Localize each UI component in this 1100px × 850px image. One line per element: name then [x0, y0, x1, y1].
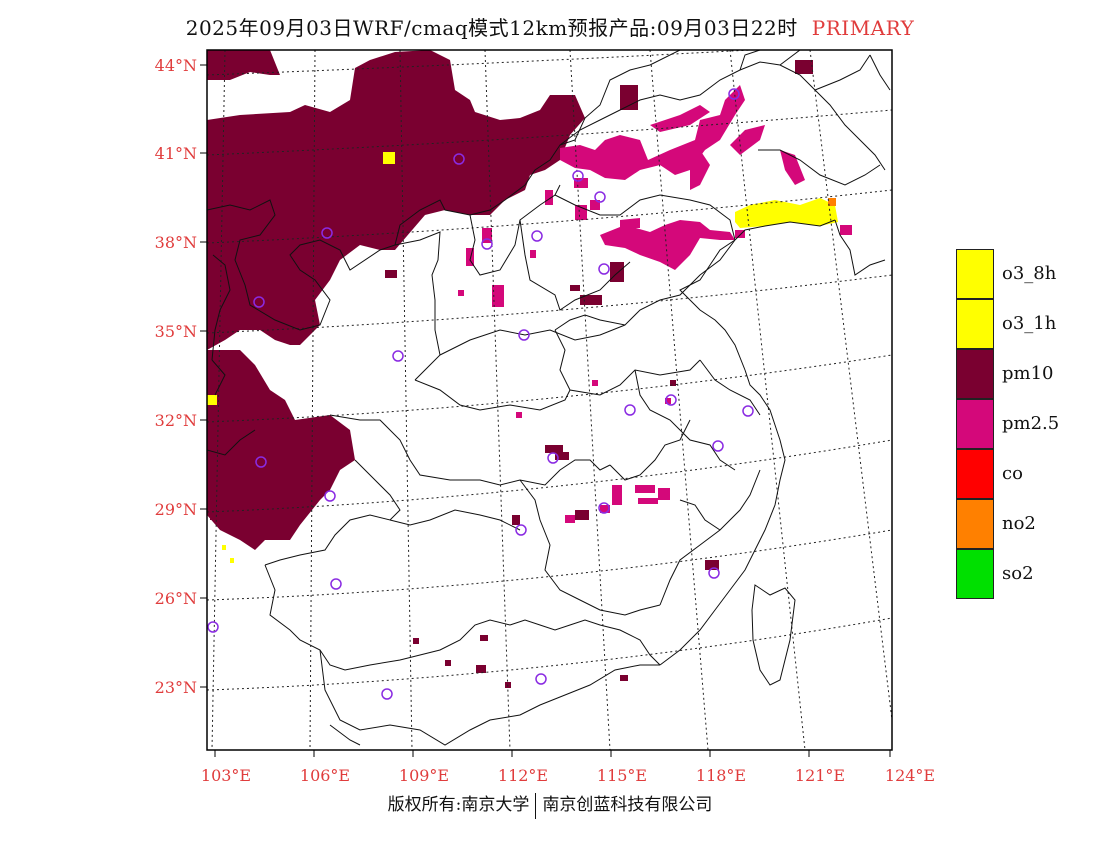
o3-area [207, 152, 838, 563]
lon-label-124e: 124°E [884, 766, 936, 785]
lon-label-109e: 109°E [398, 766, 450, 785]
pm25-area [458, 85, 852, 523]
legend-swatch-pm10 [956, 349, 994, 399]
lat-label-32n: 32°N [154, 411, 197, 430]
legend-label-o3-1h: o3_1h [1002, 313, 1057, 334]
legend-swatch-so2 [956, 549, 994, 599]
copyright-footer: 版权所有:南京大学 南京创蓝科技有限公司 [0, 790, 1100, 819]
footer-company: 南京创蓝科技有限公司 [542, 795, 713, 815]
legend-label-o3-8h: o3_8h [1002, 263, 1057, 284]
legend-swatch-pm25 [956, 399, 994, 449]
footer-divider [535, 792, 537, 819]
map-frame [206, 49, 893, 751]
lon-label-106e: 106°E [299, 766, 351, 785]
no2-spot [828, 198, 836, 206]
graticule [207, 50, 892, 750]
lat-label-26n: 26°N [154, 589, 197, 608]
legend-label-so2: so2 [1002, 563, 1034, 584]
axis-ticks [200, 64, 891, 757]
lat-label-38n: 38°N [154, 233, 197, 252]
footer-copyright: 版权所有:南京大学 [387, 795, 530, 815]
title-text: 2025年09月03日WRF/cmaq模式12km预报产品:09月03日22时 [185, 16, 798, 40]
legend-label-pm10: pm10 [1002, 363, 1054, 384]
legend-swatch-o3-8h [956, 249, 994, 299]
legend-label-no2: no2 [1002, 513, 1036, 534]
legend-swatch-no2 [956, 499, 994, 549]
lon-label-118e: 118°E [695, 766, 747, 785]
lon-label-115e: 115°E [596, 766, 648, 785]
legend-label-co: co [1002, 463, 1023, 484]
lon-label-121e: 121°E [794, 766, 846, 785]
boundaries [207, 50, 891, 746]
legend-label-pm25: pm2.5 [1002, 413, 1060, 434]
lat-label-35n: 35°N [154, 322, 197, 341]
lat-label-29n: 29°N [154, 500, 197, 519]
station-markers [207, 88, 754, 700]
legend-swatch-co [956, 449, 994, 499]
lon-label-103e: 103°E [200, 766, 252, 785]
lat-label-44n: 44°N [154, 56, 197, 75]
title-tag: PRIMARY [811, 16, 915, 40]
lat-label-41n: 41°N [154, 144, 197, 163]
legend-swatch-o3-1h [956, 299, 994, 349]
lat-label-23n: 23°N [154, 678, 197, 697]
lon-label-112e: 112°E [497, 766, 549, 785]
map-title: 2025年09月03日WRF/cmaq模式12km预报产品:09月03日22时 P… [0, 12, 1100, 41]
